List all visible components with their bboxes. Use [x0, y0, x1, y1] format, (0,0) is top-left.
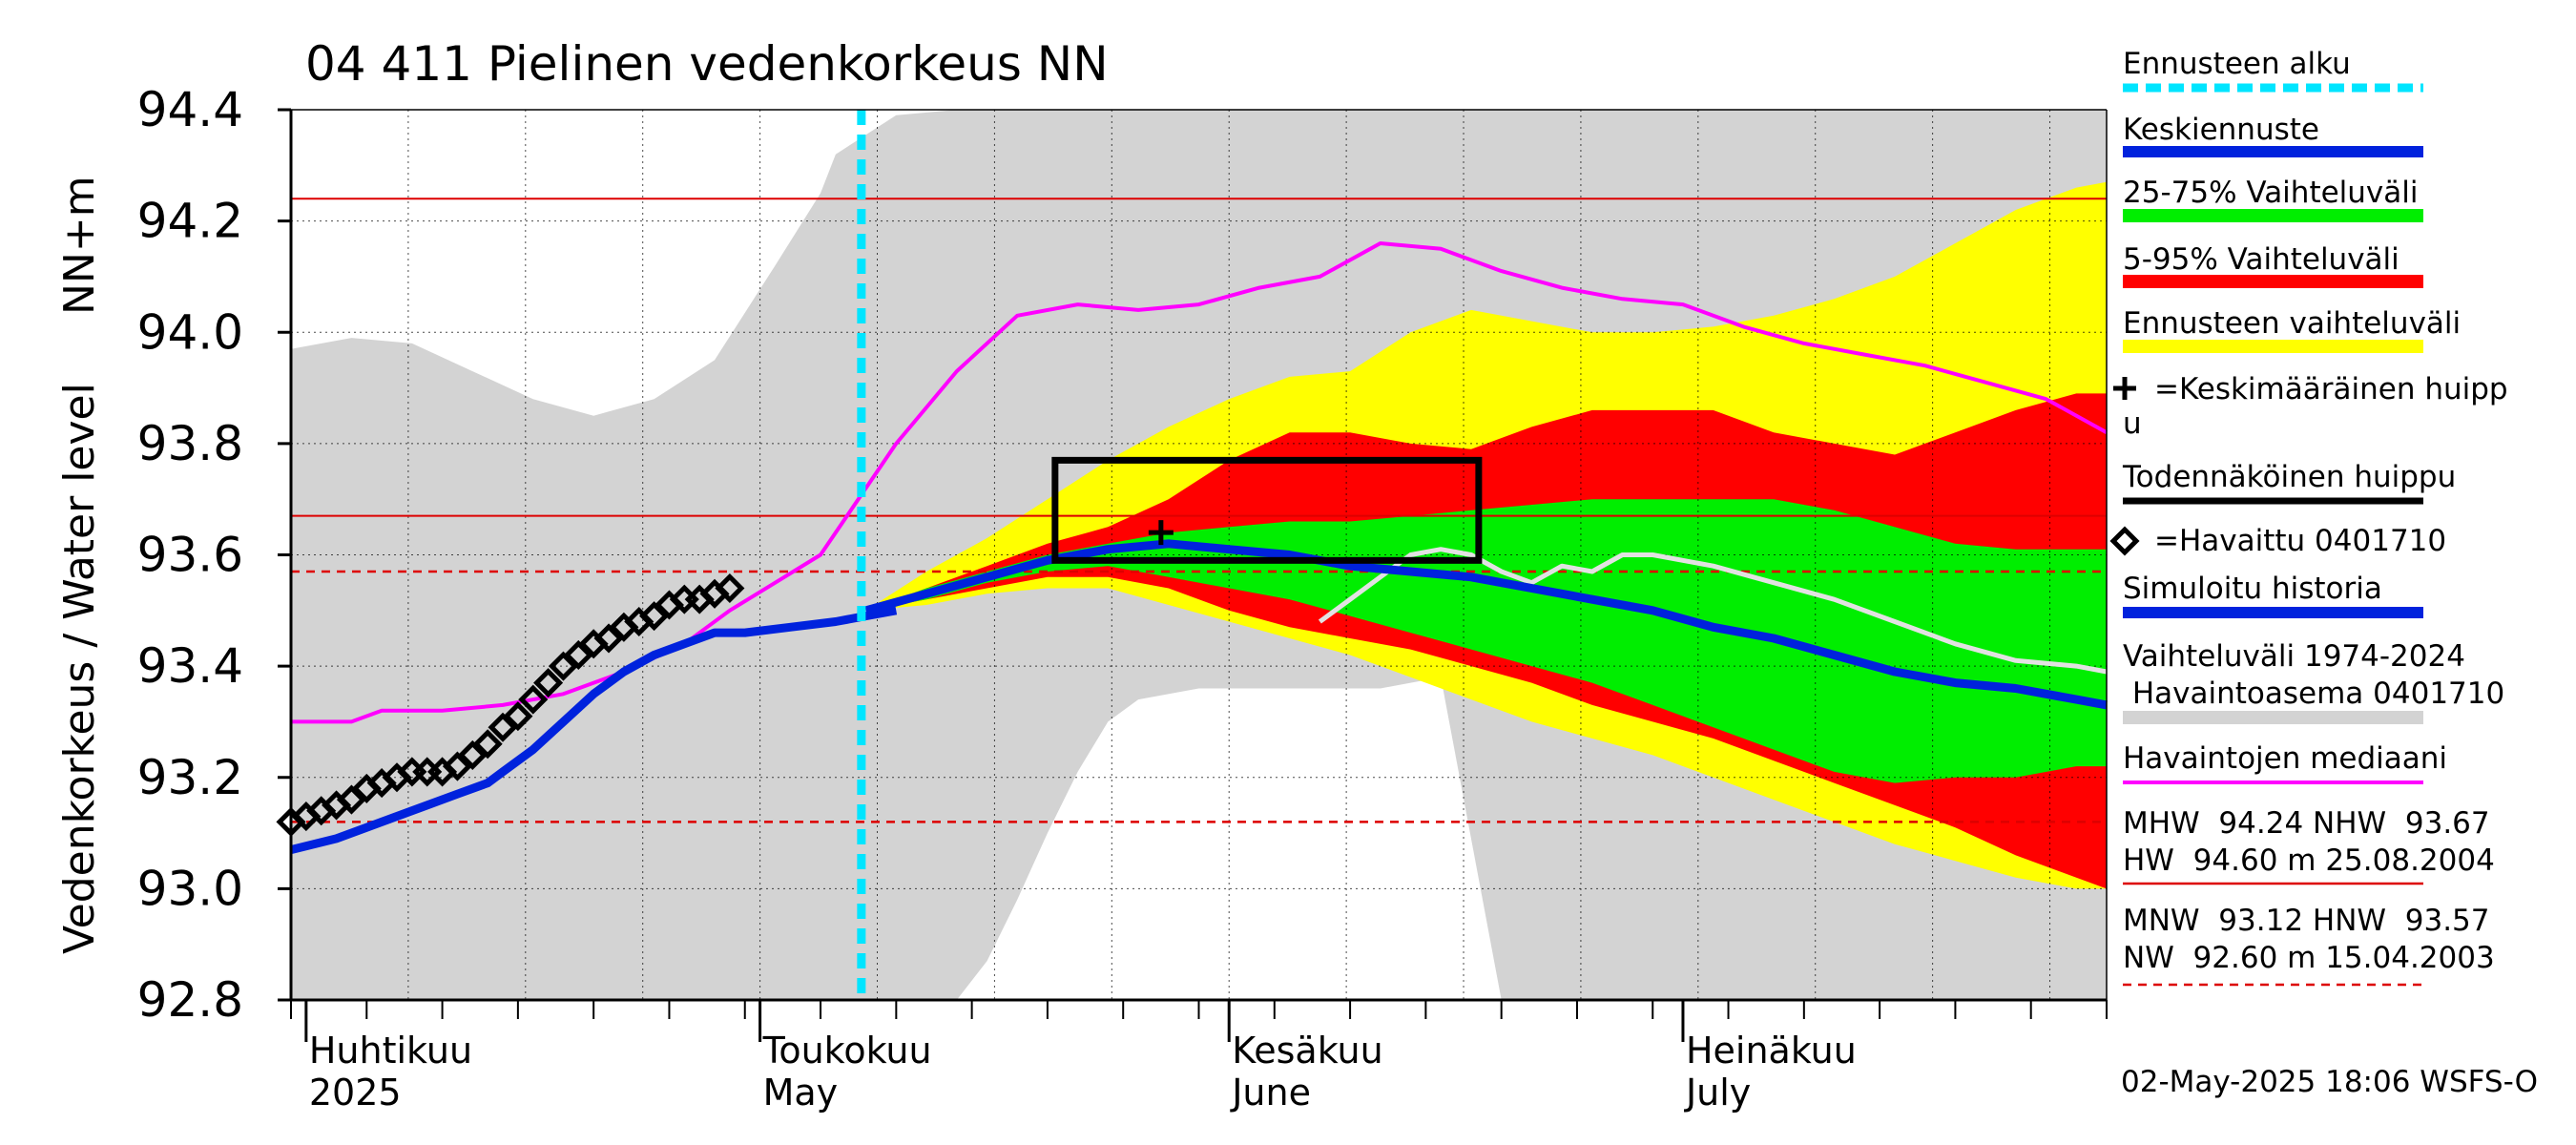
- month-label-en: May: [763, 1072, 839, 1114]
- y-tick-label: 93.8: [137, 416, 243, 471]
- legend-swatches: [2109, 83, 2423, 987]
- legend-label-mean-peak-cont: u: [2123, 406, 2142, 441]
- legend-label-mean-forecast: Keskiennuste: [2123, 113, 2319, 147]
- month-label-fi: Heinäkuu: [1686, 1030, 1857, 1072]
- series-layer: [289, 110, 2108, 1000]
- legend-label-simulated-history: Simuloitu historia: [2123, 572, 2382, 606]
- y-axis-label: Vedenkorkeus / Water level: [55, 383, 104, 954]
- legend-swatch-observed: [2109, 526, 2140, 556]
- month-label-en: June: [1230, 1072, 1311, 1114]
- mean-forecast-line: [864, 539, 2108, 710]
- legend-label-observed: =Havaittu 0401710: [2154, 524, 2446, 558]
- median-observed-line: [291, 241, 2108, 724]
- y-tick-label: 93.6: [137, 528, 243, 583]
- observed-point: [715, 572, 745, 604]
- p25-75-band: [865, 499, 2107, 783]
- month-label-fi: Huhtikuu: [309, 1030, 472, 1072]
- legend-label-median: Havaintojen mediaani: [2123, 741, 2447, 776]
- y-tick-label: 92.8: [137, 972, 243, 1028]
- chart-title: 04 411 Pielinen vedenkorkeus NN: [305, 36, 1109, 92]
- legend-stats-hw: HW 94.60 m 25.08.2004: [2123, 843, 2495, 878]
- month-label-en: July: [1684, 1072, 1751, 1114]
- month-label-fi: Toukokuu: [762, 1030, 932, 1072]
- axes-layer: [278, 108, 2108, 1042]
- observed-point: [503, 701, 533, 732]
- legend-label-p25-75: 25-75% Vaihteluväli: [2123, 176, 2419, 210]
- y-tick-label: 94.2: [137, 194, 243, 249]
- y-tick-labels: 92.8 93.0 93.2 93.4 93.6 93.8 94.0 94.2 94.4: [137, 82, 243, 1028]
- legend-label-forecast-range: Ennusteen vaihteluväli: [2123, 306, 2461, 341]
- simulated-history-2025-line: [1318, 547, 2108, 675]
- footer-timestamp: 02-May-2025 18:06 WSFS-O: [2121, 1065, 2538, 1099]
- legend: Ennusteen alku Keskiennuste 25-75% Vaiht…: [2109, 47, 2508, 987]
- legend-stats-mhw: MHW 94.24 NHW 93.67: [2123, 806, 2490, 841]
- mean-peak-marker: [1148, 520, 1174, 546]
- legend-label-mean-peak: =Keskimääräinen huipp: [2154, 372, 2508, 406]
- simulated-history-line: [289, 606, 898, 854]
- legend-swatch-mean-peak: [2113, 377, 2136, 400]
- observed-markers: [276, 572, 745, 837]
- month-label-fi: Kesäkuu: [1232, 1030, 1383, 1072]
- legend-label-range-years: Vaihteluväli 1974-2024: [2123, 639, 2465, 674]
- y-tick-label: 93.0: [137, 861, 243, 916]
- legend-stats-nw: NW 92.60 m 15.04.2003: [2123, 941, 2495, 975]
- reference-lines: [291, 198, 2107, 823]
- probable-peak-box: [1051, 456, 1483, 564]
- observed-point: [518, 684, 549, 715]
- observed-point: [472, 729, 503, 760]
- legend-stats-mnw: MNW 93.12 HNW 93.57: [2123, 904, 2490, 938]
- legend-label-probable-peak: Todennäköinen huippu: [2122, 460, 2456, 494]
- legend-label-p5-95: 5-95% Vaihteluväli: [2123, 242, 2399, 277]
- y-tick-label: 94.0: [137, 304, 243, 360]
- observed-point: [533, 668, 564, 698]
- legend-label-range-station: Havaintoasema 0401710: [2123, 677, 2504, 711]
- y-tick-label: 93.4: [137, 638, 243, 694]
- y-tick-label: 93.2: [137, 750, 243, 805]
- y-axis-unit: NN+m: [55, 176, 104, 315]
- legend-label-forecast-start: Ennusteen alku: [2123, 47, 2351, 81]
- y-tick-label: 94.4: [137, 82, 243, 137]
- month-label-en: 2025: [309, 1072, 402, 1114]
